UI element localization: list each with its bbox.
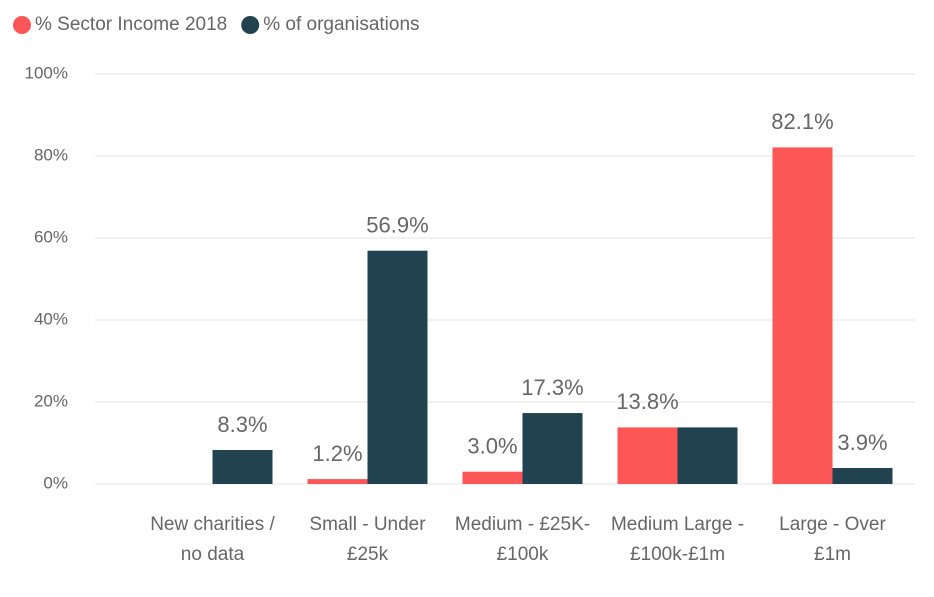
data-label: 17.3% (521, 375, 583, 400)
data-label: 8.3% (217, 412, 267, 437)
legend-marker (13, 16, 31, 34)
bar (522, 413, 583, 484)
data-label: 56.9% (366, 213, 428, 238)
data-label: 3.0% (467, 434, 517, 459)
y-tick-label: 40% (34, 309, 68, 328)
bar (677, 427, 738, 484)
bar (367, 250, 428, 484)
y-tick-label: 80% (34, 145, 68, 164)
y-tick-label: 0% (43, 473, 68, 492)
data-label: 1.2% (312, 441, 362, 466)
x-tick-label: Medium Large - £100k-£1m (610, 514, 745, 565)
legend-label: % of organisations (263, 14, 419, 35)
bar (832, 468, 893, 484)
bar (462, 471, 523, 484)
y-tick-label: 100% (25, 63, 68, 82)
data-label: 3.9% (837, 430, 887, 455)
bar (212, 449, 273, 484)
legend-marker (241, 16, 260, 34)
x-tick-label: New charities / no data (150, 514, 275, 565)
x-tick-label: Small - Under £25k (309, 514, 426, 565)
y-tick-label: 20% (34, 391, 68, 410)
x-tick-label: Medium - £25K-£100k (454, 514, 591, 565)
data-label: 82.1% (771, 109, 833, 134)
bar (772, 147, 833, 484)
x-tick-label: Large - Over £1m (779, 514, 886, 565)
legend-label: % Sector Income 2018 (35, 14, 227, 35)
data-label: 13.8% (616, 389, 678, 414)
bar (307, 479, 368, 484)
bar (617, 427, 678, 484)
y-tick-label: 60% (34, 227, 68, 246)
